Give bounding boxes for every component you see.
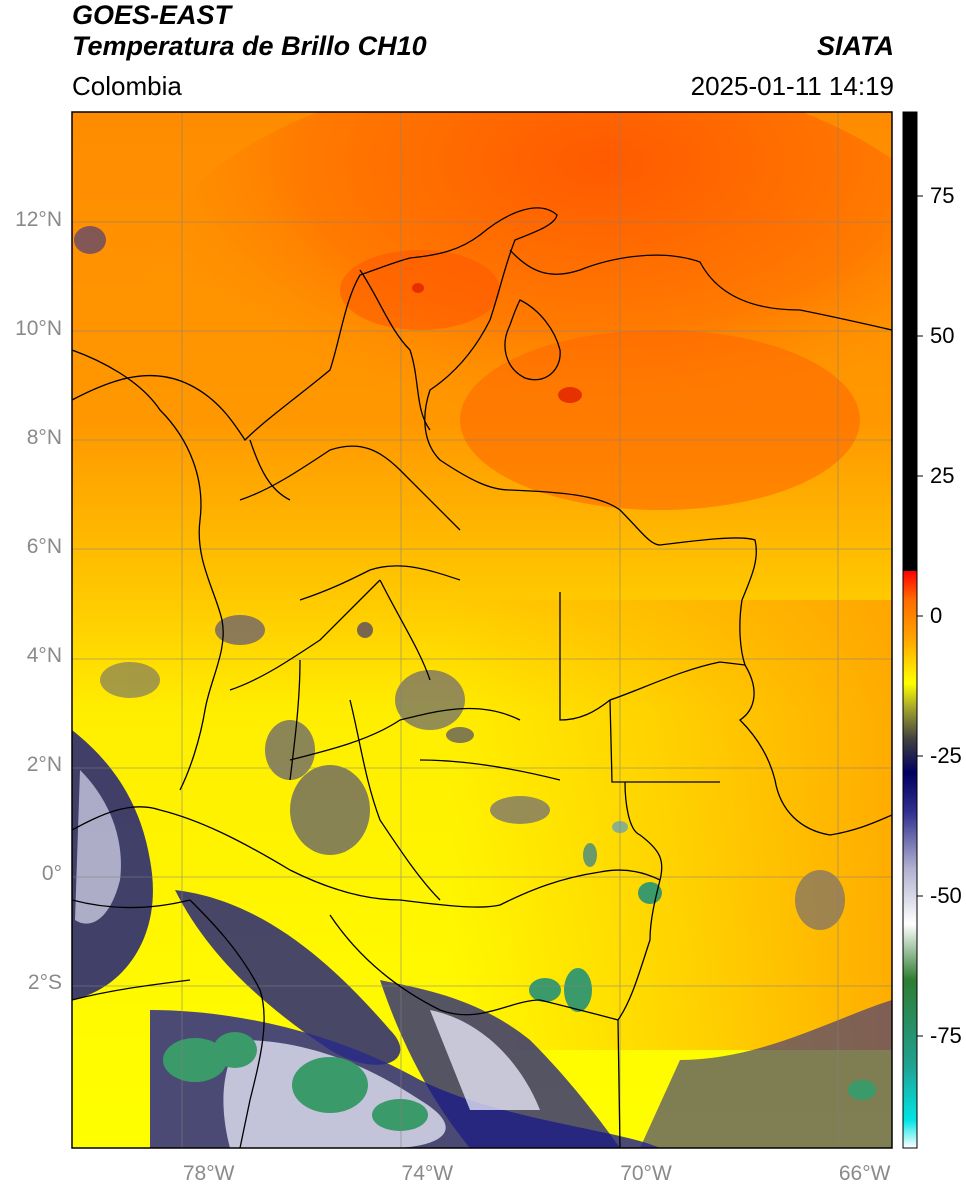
- east-border: [559, 592, 746, 721]
- colorbar-tick-label: 25: [930, 463, 955, 488]
- peru-brazil-line: [329, 914, 619, 1021]
- dept-c: [289, 659, 561, 901]
- colorbar-tick-label: 75: [930, 183, 955, 208]
- colorbar-tick-label: 50: [930, 323, 955, 348]
- lat-tick-label: 2°N: [26, 753, 62, 777]
- lon-tick-label: 66°W: [838, 1162, 891, 1185]
- caribbean-coast: [72, 207, 558, 491]
- lake-maracaibo: [504, 299, 561, 381]
- colorbar-tick-label: -75: [930, 1023, 962, 1048]
- brazil-border: [609, 699, 720, 1148]
- region-label: Colombia: [72, 71, 182, 101]
- product-title: Temperatura de Brillo CH10: [72, 31, 427, 61]
- lon-tick-label: 70°W: [620, 1162, 672, 1185]
- map-field: [72, 112, 892, 1148]
- lat-tick-label: 2°S: [27, 971, 62, 995]
- dept-d: [249, 269, 431, 501]
- agency-label: SIATA: [817, 31, 894, 61]
- satellite-title: GOES-EAST: [72, 0, 232, 30]
- datetime-label: 2025-01-11 14:19: [690, 71, 894, 101]
- colorbar-ticks: [917, 195, 923, 1037]
- colorbar-tick-label: -25: [930, 743, 962, 768]
- coldest-cloud-cores: [163, 821, 876, 1131]
- colorbar-tick-label: 0: [930, 603, 943, 628]
- colorbar-tick-label: -50: [930, 883, 962, 908]
- map-frame: [71, 111, 893, 1149]
- lat-tick-label: 12°N: [15, 208, 62, 232]
- lon-tick-label: 74°W: [401, 1162, 454, 1185]
- pacific-coast: [72, 349, 224, 791]
- lon-tick-label: 78°W: [182, 1162, 235, 1185]
- boundaries: [72, 207, 892, 1148]
- scattered-convection: [74, 226, 845, 930]
- south-line: [72, 979, 191, 1001]
- ecuador-border: [72, 899, 265, 1148]
- venezuela-border: [509, 489, 892, 836]
- venezuela-coast: [509, 249, 892, 331]
- gridlines: [72, 112, 892, 1148]
- colorbar: [902, 111, 918, 1149]
- lat-tick-label: 10°N: [15, 317, 62, 341]
- lat-tick-label: 0°: [41, 862, 62, 886]
- lat-tick-label: 4°N: [26, 644, 62, 668]
- lat-tick-label: 6°N: [26, 535, 62, 559]
- lat-tick-label: 8°N: [26, 426, 62, 450]
- peru-border: [72, 806, 661, 908]
- dept-a: [239, 445, 461, 601]
- dept-b: [229, 579, 521, 761]
